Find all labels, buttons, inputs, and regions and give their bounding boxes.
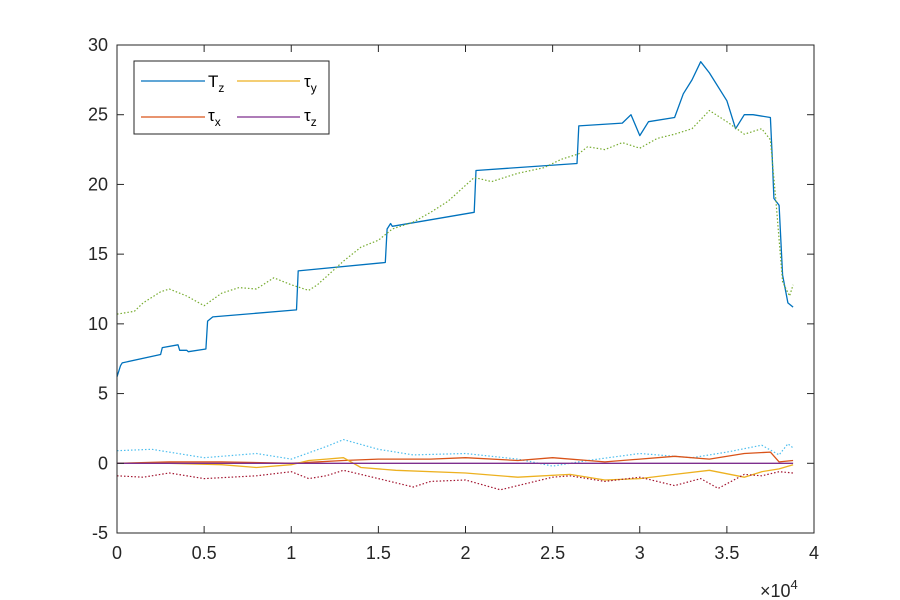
x-tick-label: 1.5 <box>366 543 391 563</box>
x-tick-label: 2 <box>460 543 470 563</box>
x-tick-label: 4 <box>809 543 819 563</box>
legend-sub-tau-z: z <box>311 115 317 129</box>
series-line-2 <box>116 439 794 467</box>
legend-sub-tau-x: x <box>215 115 221 129</box>
legend-sub-tau-y: y <box>311 81 317 95</box>
series-line-5 <box>116 469 794 491</box>
x-tick-label: 1 <box>286 543 296 563</box>
x-exponent-power: 4 <box>791 577 798 592</box>
x-exponent-base: ×10 <box>760 581 791 600</box>
x-tick-label: 0.5 <box>192 543 217 563</box>
y-tick-label: 0 <box>98 453 108 473</box>
y-tick-label: 25 <box>88 105 108 125</box>
legend-sub-Tz: z <box>218 81 224 95</box>
legend-symbol-Tz: T <box>208 72 218 91</box>
legend-label-tau-x: τx <box>208 106 221 129</box>
y-tick-label: 15 <box>88 244 108 264</box>
legend: Tz τy τx τz <box>133 60 330 135</box>
y-tick-label: 20 <box>88 174 108 194</box>
x-exponent-label: ×104 <box>760 577 798 600</box>
y-tick-label: 5 <box>98 384 108 404</box>
legend-label-tau-y: τy <box>304 72 317 95</box>
legend-label-tau-z: τz <box>304 106 317 129</box>
y-tick-labels: -5 0 5 10 15 20 25 30 <box>88 35 108 543</box>
y-tick-label: 30 <box>88 35 108 55</box>
ticks-layer <box>116 44 815 534</box>
x-tick-label: 2.5 <box>540 543 565 563</box>
series-line-1 <box>116 109 794 315</box>
series-line-0 <box>116 61 794 377</box>
x-tick-label: 3.5 <box>714 543 739 563</box>
x-tick-label: 3 <box>635 543 645 563</box>
y-tick-label: -5 <box>92 523 108 543</box>
legend-label-Tz: Tz <box>208 72 224 95</box>
legend-box <box>133 60 330 135</box>
x-tick-label: 0 <box>112 543 122 563</box>
legend-symbol-tau-x: τ <box>208 106 215 125</box>
legend-symbol-tau-y: τ <box>304 72 311 91</box>
x-tick-labels: 0 0.5 1 1.5 2 2.5 3 3.5 4 <box>112 543 819 563</box>
series-layer <box>116 61 794 491</box>
series-line-4 <box>117 457 794 481</box>
y-tick-label: 10 <box>88 314 108 334</box>
legend-symbol-tau-z: τ <box>304 106 311 125</box>
